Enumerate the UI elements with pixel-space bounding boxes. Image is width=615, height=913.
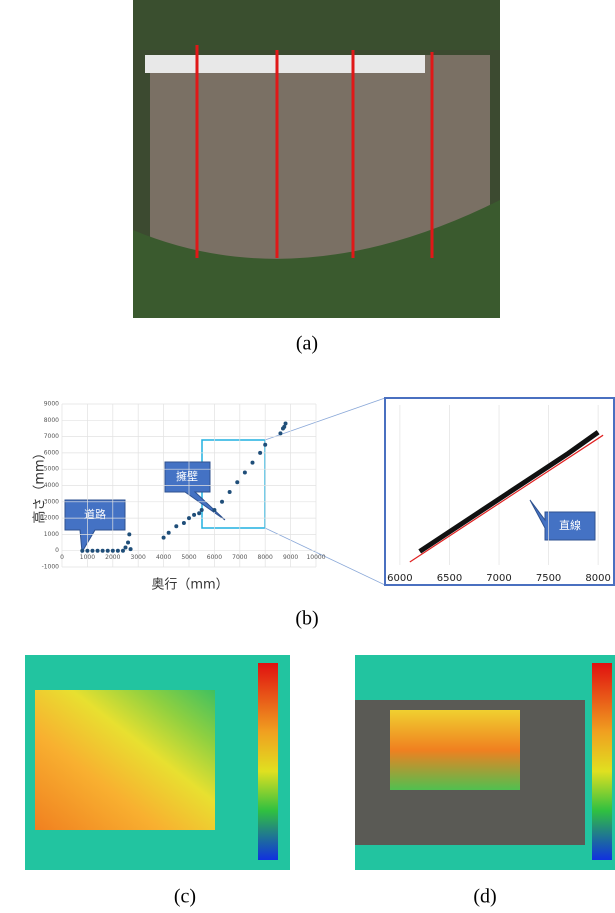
x-tick-label: 7500: [536, 573, 561, 584]
x-tick-label: 6500: [437, 573, 462, 584]
x-tick-label: 5000: [181, 554, 196, 561]
caption: (a): [296, 333, 318, 355]
point: [174, 524, 179, 529]
point: [100, 548, 105, 553]
caption: (c): [174, 886, 196, 908]
y-tick-label: 7000: [44, 433, 59, 440]
point: [263, 442, 268, 447]
y-tick-label: 8000: [44, 417, 59, 424]
point: [181, 520, 186, 525]
x-tick-label: 9000: [283, 554, 298, 561]
x-tick-label: 10000: [306, 554, 325, 561]
callout-text: 直線: [559, 518, 581, 532]
point: [220, 499, 225, 504]
point: [123, 545, 128, 550]
point: [227, 490, 232, 495]
point: [105, 548, 110, 553]
point: [283, 421, 288, 426]
callout-text: 道路: [84, 507, 106, 521]
point: [235, 480, 240, 485]
y-tick-label: -1000: [42, 564, 60, 571]
point: [90, 548, 95, 553]
callout-text: 擁壁: [176, 469, 198, 483]
point: [199, 507, 204, 512]
x-tick-label: 3000: [131, 554, 146, 561]
point: [120, 548, 125, 553]
heatmap-c: [25, 655, 290, 870]
point: [127, 532, 132, 537]
y-tick-label: 5000: [44, 466, 59, 473]
y-tick-label: 4000: [44, 482, 59, 489]
heatmap-d: [355, 655, 615, 870]
x-tick-label: 0: [60, 554, 64, 561]
callout-shape: [529, 499, 596, 541]
point: [161, 535, 166, 540]
point: [115, 548, 120, 553]
y-tick-label: 9000: [44, 401, 59, 408]
point: [242, 470, 247, 475]
point: [212, 507, 217, 512]
point: [258, 450, 263, 455]
x-tick-label: 8000: [258, 554, 273, 561]
y-tick-label: 3000: [44, 498, 59, 505]
x-tick-label: 4000: [156, 554, 171, 561]
point: [166, 530, 171, 535]
x-tick-label: 7000: [486, 573, 511, 584]
y-tick-label: 1000: [44, 531, 59, 538]
x-tick-label: 2000: [105, 554, 120, 561]
point: [282, 424, 287, 429]
callout: 道路: [64, 499, 126, 554]
x-tick-label: 8000: [585, 573, 610, 584]
line: [418, 430, 600, 554]
y-tick-label: 2000: [44, 515, 59, 522]
point: [250, 460, 255, 465]
point: [278, 431, 283, 436]
point: [110, 548, 115, 553]
callout: 擁壁: [164, 461, 226, 521]
x-tick-label: 1000: [80, 554, 95, 561]
photo-a: [133, 0, 500, 318]
x-tick-label: 6000: [387, 573, 412, 584]
x-tick-label: 6000: [207, 554, 222, 561]
callout: 直線: [529, 499, 596, 541]
point: [85, 548, 90, 553]
point: [95, 548, 100, 553]
y-tick-label: 0: [55, 547, 59, 554]
zoom-frame: [384, 397, 615, 586]
caption: (d): [473, 886, 496, 908]
point: [192, 512, 197, 517]
point: [197, 511, 202, 516]
x-axis-label: 奥行（mm）: [151, 578, 228, 593]
y-axis-label: 高さ（mm）: [32, 446, 48, 523]
connector: [264, 527, 386, 586]
point: [187, 516, 191, 521]
point: [126, 540, 131, 545]
point: [80, 548, 85, 553]
line: [409, 434, 604, 563]
caption: (b): [295, 608, 318, 630]
y-tick-label: 6000: [44, 449, 59, 456]
point: [128, 547, 133, 552]
connector: [264, 397, 386, 441]
x-tick-label: 7000: [232, 554, 247, 561]
